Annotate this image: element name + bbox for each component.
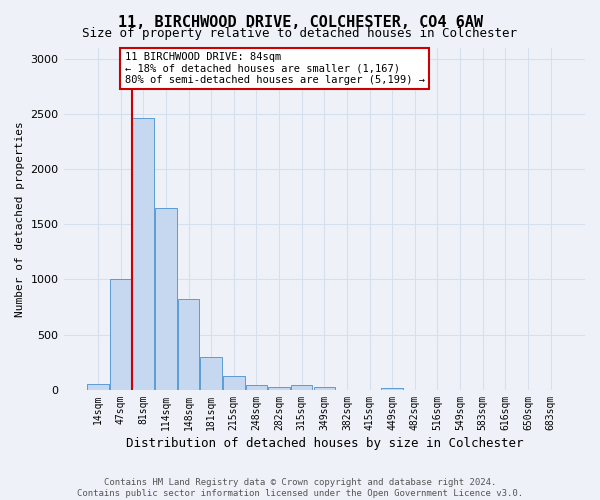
X-axis label: Distribution of detached houses by size in Colchester: Distribution of detached houses by size … [125,437,523,450]
Bar [133,118,154,390]
Bar [291,385,313,390]
Bar [200,357,222,390]
Text: 11 BIRCHWOOD DRIVE: 84sqm
← 18% of detached houses are smaller (1,167)
80% of se: 11 BIRCHWOOD DRIVE: 84sqm ← 18% of detac… [125,52,425,85]
Bar [110,280,131,390]
Bar [155,208,176,390]
Text: Contains HM Land Registry data © Crown copyright and database right 2024.
Contai: Contains HM Land Registry data © Crown c… [77,478,523,498]
Text: Size of property relative to detached houses in Colchester: Size of property relative to detached ho… [83,28,517,40]
Y-axis label: Number of detached properties: Number of detached properties [15,121,25,316]
Bar [314,387,335,390]
Bar [245,385,267,390]
Bar [382,388,403,390]
Bar [178,300,199,390]
Text: 11, BIRCHWOOD DRIVE, COLCHESTER, CO4 6AW: 11, BIRCHWOOD DRIVE, COLCHESTER, CO4 6AW [118,15,482,30]
Bar [268,386,290,390]
Bar [87,384,109,390]
Bar [223,376,245,390]
